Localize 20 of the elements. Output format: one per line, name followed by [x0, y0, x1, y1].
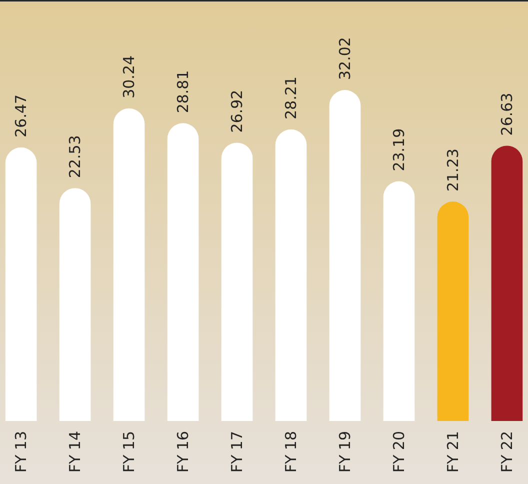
x-tick-label: FY 22	[498, 431, 516, 473]
data-label: 21.23	[444, 148, 462, 192]
data-label: 28.81	[174, 70, 192, 114]
x-tick-label: FY 21	[444, 431, 462, 473]
data-label: 26.47	[12, 94, 30, 138]
x-tick-label: FY 17	[228, 431, 246, 473]
x-tick-label: FY 19	[336, 431, 354, 473]
x-tick-label: FY 13	[12, 431, 30, 473]
data-label: 30.24	[120, 55, 138, 98]
data-label: 26.92	[228, 90, 246, 133]
x-tick-label: FY 14	[66, 431, 84, 473]
x-tick-label: FY 18	[282, 431, 300, 473]
data-label: 32.02	[336, 37, 354, 80]
data-label: 23.19	[390, 128, 408, 172]
x-tick-label: FY 15	[120, 431, 138, 473]
x-tick-label: FY 16	[174, 431, 192, 473]
data-label: 26.63	[498, 92, 516, 136]
data-label: 22.53	[66, 135, 84, 178]
data-label: 28.21	[282, 76, 300, 120]
x-tick-label: FY 20	[390, 431, 408, 473]
